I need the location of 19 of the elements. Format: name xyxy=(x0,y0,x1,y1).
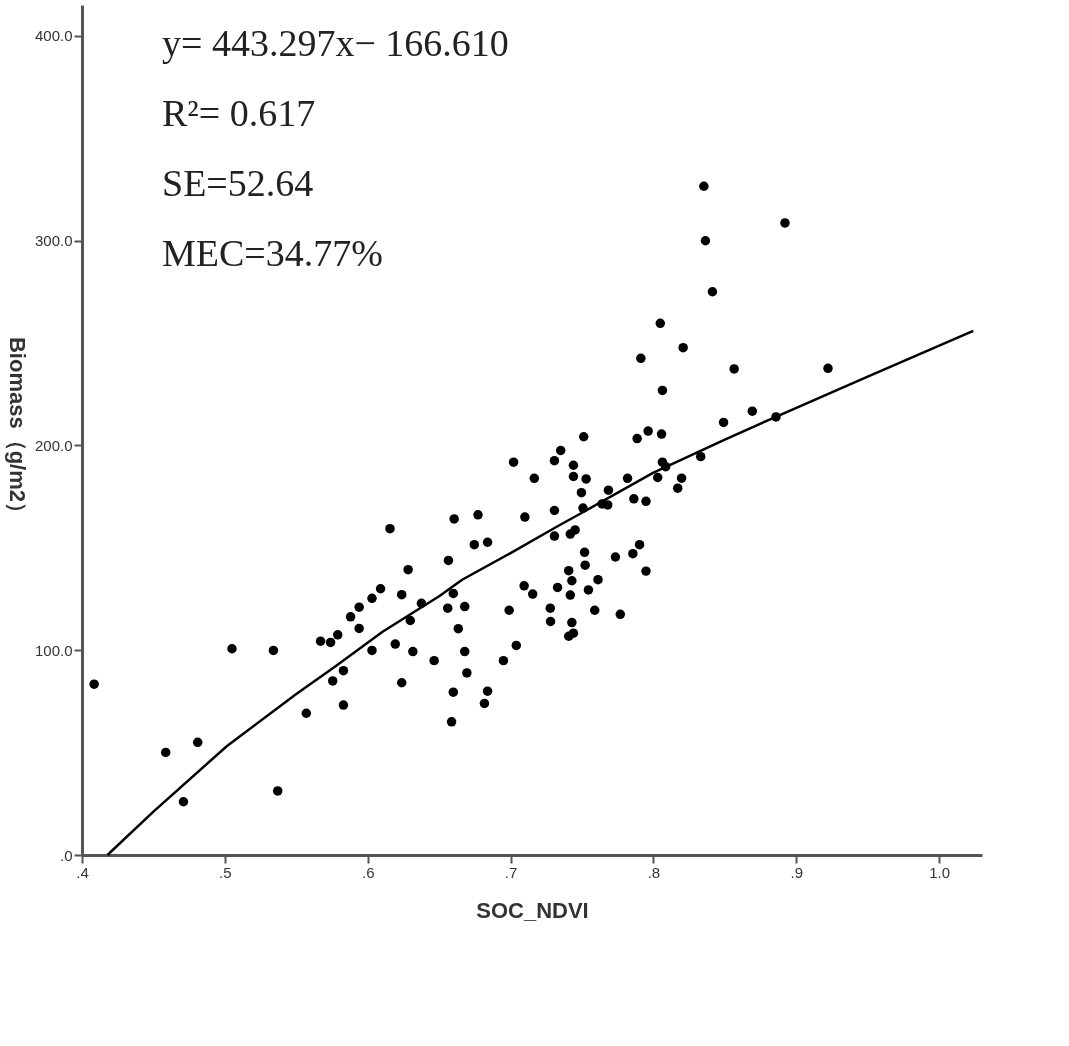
y-tick-label: 100.0 xyxy=(34,641,73,659)
x-tick-label: .7 xyxy=(504,863,518,881)
x-tick-label: .6 xyxy=(361,863,375,881)
y-tick-label: 200.0 xyxy=(34,436,73,454)
x-tick-label: 1.0 xyxy=(929,863,951,881)
y-tick-label: 300.0 xyxy=(34,232,73,250)
annotation: MEC=34.77% xyxy=(162,232,383,274)
x-tick-label: .9 xyxy=(790,863,804,881)
x-tick-label: .5 xyxy=(219,863,232,881)
x-axis-title: SOC_NDVI xyxy=(476,897,589,923)
y-axis-title: Biomass（g/m2） xyxy=(4,336,30,525)
x-tick-label: .4 xyxy=(76,863,89,881)
line-series xyxy=(106,329,975,857)
x-tick-label: .8 xyxy=(647,863,661,881)
annotation: R²= 0.617 xyxy=(162,92,316,134)
y-tick-label: .0 xyxy=(59,846,73,864)
annotation: SE=52.64 xyxy=(162,162,314,204)
y-tick-label: 400.0 xyxy=(34,27,73,45)
annotation: y= 443.297x− 166.610 xyxy=(162,22,509,64)
